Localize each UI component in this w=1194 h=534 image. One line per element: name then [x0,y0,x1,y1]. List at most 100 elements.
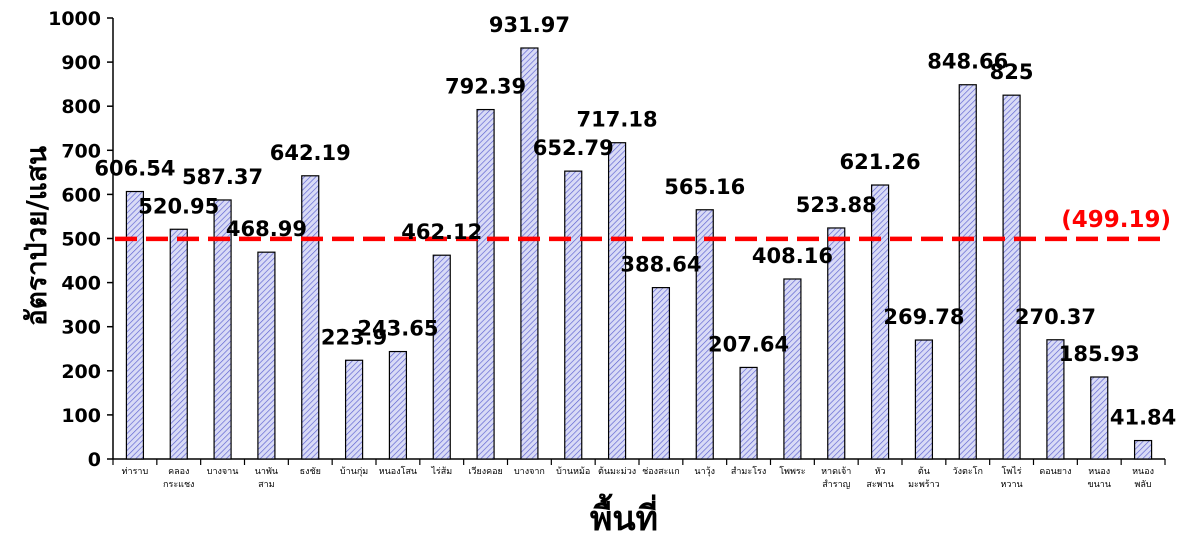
data-label: 652.79 [533,136,614,160]
y-tick-label: 600 [61,184,101,206]
x-tick-label: หัว [875,467,886,477]
bar [870,184,890,460]
bar [958,84,977,460]
x-tick-label: หาดเจ้า [821,466,851,477]
bar [827,227,846,460]
x-tick-label: โพไร่ [1002,466,1022,477]
x-tick-label: ดอนยาง [1039,467,1071,477]
data-label: 565.16 [664,175,745,199]
data-label: 462.12 [401,220,482,244]
bars [125,47,1153,460]
y-axis: 0 100 200 300 400 500 600 700 800 900 1000 [48,8,114,471]
x-tick-label: บ้านหม้อ [556,466,590,477]
data-label: 270.37 [1015,305,1096,329]
x-tick-label: ต้น [918,466,930,477]
data-label: 642.19 [270,141,351,165]
x-tick-label: บางจาก [514,467,545,477]
bar [213,199,232,460]
data-label: 207.64 [708,332,789,356]
data-label: 185.93 [1059,342,1140,366]
y-tick-label: 1000 [48,8,101,30]
bar [607,142,627,460]
bar [432,254,451,460]
bar [125,190,145,460]
data-label: 388.64 [620,253,701,277]
bar [169,228,188,460]
x-tick-label: ต้นมะม่วง [598,466,636,477]
bar [783,278,802,460]
x-tick-label: สาม [258,480,275,490]
data-label: 520.95 [138,194,219,218]
y-axis-title: อัตราป่วย/แสน [20,146,53,326]
bar [344,359,364,460]
data-label: 587.37 [182,165,263,189]
data-label: 848.66 [927,50,1008,74]
bar [564,170,583,460]
y-tick-label: 900 [61,52,101,74]
data-label: 269.78 [883,305,964,329]
y-tick-label: 100 [61,405,101,427]
bar [695,209,714,460]
bar [1090,376,1109,460]
y-tick-label: 400 [61,273,101,295]
x-tick-label: หนอง [1132,467,1154,477]
y-tick-label: 300 [61,317,101,339]
x-axis-title: พื้นที่ [590,493,658,534]
x-tick-label: ไร่ส้ม [430,466,452,477]
bar [388,350,408,460]
x-tick-label: ธงชัย [300,467,321,477]
data-label: 717.18 [577,108,658,132]
x-tick-label: วังตะโก [953,466,983,477]
x-tick-label: บางจาน [207,467,239,477]
x-tick-label: หนองโสน [379,466,417,477]
x-tick-label: นาพัน [255,467,278,477]
x-tick-label: สะพาน [866,480,893,490]
x-tick-label: โพพระ [779,466,806,477]
x-tick-label: ท่าราบ [122,467,149,477]
x-tick-label: มะพร้าว [908,479,940,490]
y-tick-label: 200 [61,361,101,383]
x-tick-label: สำมะโรง [731,466,766,477]
x-tick-label: กระแชง [163,480,194,490]
bar [739,366,758,460]
y-tick-label: 0 [88,449,101,471]
data-label: 621.26 [840,150,921,174]
bar [257,251,276,460]
bar [301,175,320,460]
y-tick-label: 500 [61,229,101,251]
bar [1133,439,1153,460]
x-tick-label: สำราญ [822,479,850,490]
bar [520,47,539,460]
x-tick-label: คลอง [168,467,189,477]
x-tick-label: เวียงคอย [468,466,503,477]
data-label: 243.65 [357,317,438,341]
bar [1046,339,1065,460]
data-label: 468.99 [226,217,307,241]
data-label: 606.54 [94,157,175,181]
x-tick-label: บ้านกุ่ม [340,466,368,477]
bar [651,287,671,460]
data-label: 792.39 [445,75,526,99]
x-tick-label: พลับ [1134,480,1151,490]
data-labels: 606.54 520.95 587.37 468.99 642.19 223.9243.6… [94,13,1176,430]
x-tick-label: หวาน [1000,480,1022,490]
reference-line-group: (499.19) [115,207,1171,242]
x-tick-label: ขนาน [1087,480,1111,490]
bar [476,108,495,460]
x-tick-label: หนอง [1088,467,1110,477]
data-label: 825 [990,60,1034,84]
data-label: 523.88 [796,193,877,217]
y-tick-label: 700 [61,140,101,162]
y-tick-label: 800 [61,96,101,118]
bar [914,339,934,460]
data-label: 223.9 [321,325,387,349]
reference-line-label: (499.19) [1061,207,1171,233]
data-label: 41.84 [1110,406,1176,430]
x-tick-label: ช่องสะแก [642,467,680,477]
data-label: 408.16 [752,244,833,268]
data-label: 931.97 [489,13,570,37]
bar [1002,94,1021,460]
x-tick-label: นาวุ้ง [694,466,715,477]
